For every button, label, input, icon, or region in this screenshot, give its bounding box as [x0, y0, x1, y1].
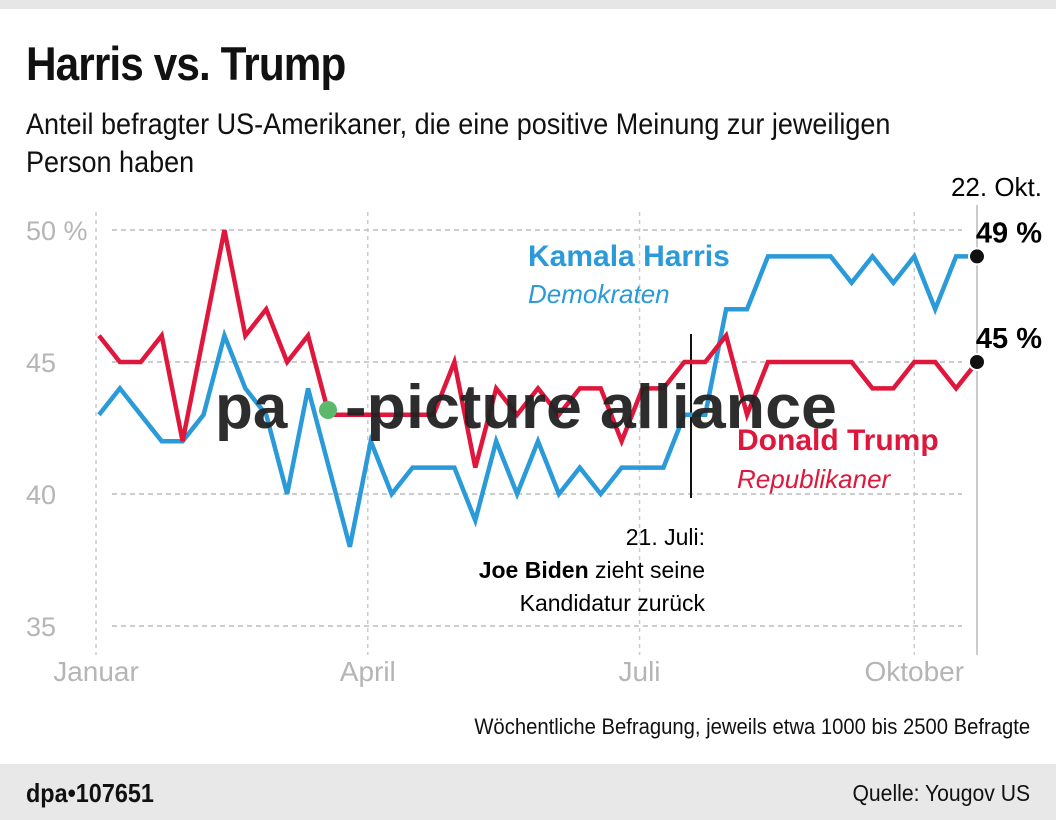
chart-title: Harris vs. Trump: [26, 37, 346, 90]
y-tick-label: 50 %: [26, 216, 88, 246]
end-date-label: 22. Okt.: [951, 172, 1042, 202]
x-tick-label: Oktober: [864, 656, 964, 687]
top-bar: [0, 0, 1056, 9]
series-party-trump: Republikaner: [737, 464, 892, 494]
end-point-dot: [968, 247, 986, 266]
survey-note: Wöchentliche Befragung, jeweils etwa 100…: [474, 714, 1030, 739]
watermark-pa: pa: [215, 373, 288, 442]
annotation-text: Joe Biden zieht seine: [479, 557, 705, 583]
series-label-harris: Kamala Harris: [528, 240, 730, 273]
end-point-dot: [968, 353, 986, 371]
x-tick-label: April: [340, 656, 396, 687]
annotation-text-line3: Kandidatur zurück: [520, 590, 706, 616]
annotation-rest: zieht seine: [589, 557, 705, 583]
watermark-text: -picture alliance: [345, 373, 837, 442]
dpa-id: dpa•107651: [26, 778, 154, 808]
chart-subtitle: Anteil befragter US-Amerikaner, die eine…: [26, 108, 891, 179]
annotation-date: 21. Juli:: [626, 524, 705, 550]
source: Quelle: Yougov US: [852, 780, 1030, 806]
y-tick-label: 40: [26, 480, 56, 510]
y-tick-label: 35: [26, 612, 56, 642]
end-value-label: 49 %: [976, 217, 1042, 249]
footer: dpa•107651 Quelle: Yougov US: [0, 764, 1056, 820]
series-label-trump: Donald Trump: [737, 424, 939, 457]
x-tick-label: Januar: [53, 656, 139, 687]
watermark-dot: [319, 401, 337, 419]
x-tick-label: Juli: [619, 656, 661, 687]
y-tick-label: 45: [26, 348, 56, 378]
series-party-harris: Demokraten: [528, 279, 670, 309]
annotation-bold: Joe Biden: [479, 557, 589, 583]
end-value-label: 45 %: [976, 323, 1042, 355]
